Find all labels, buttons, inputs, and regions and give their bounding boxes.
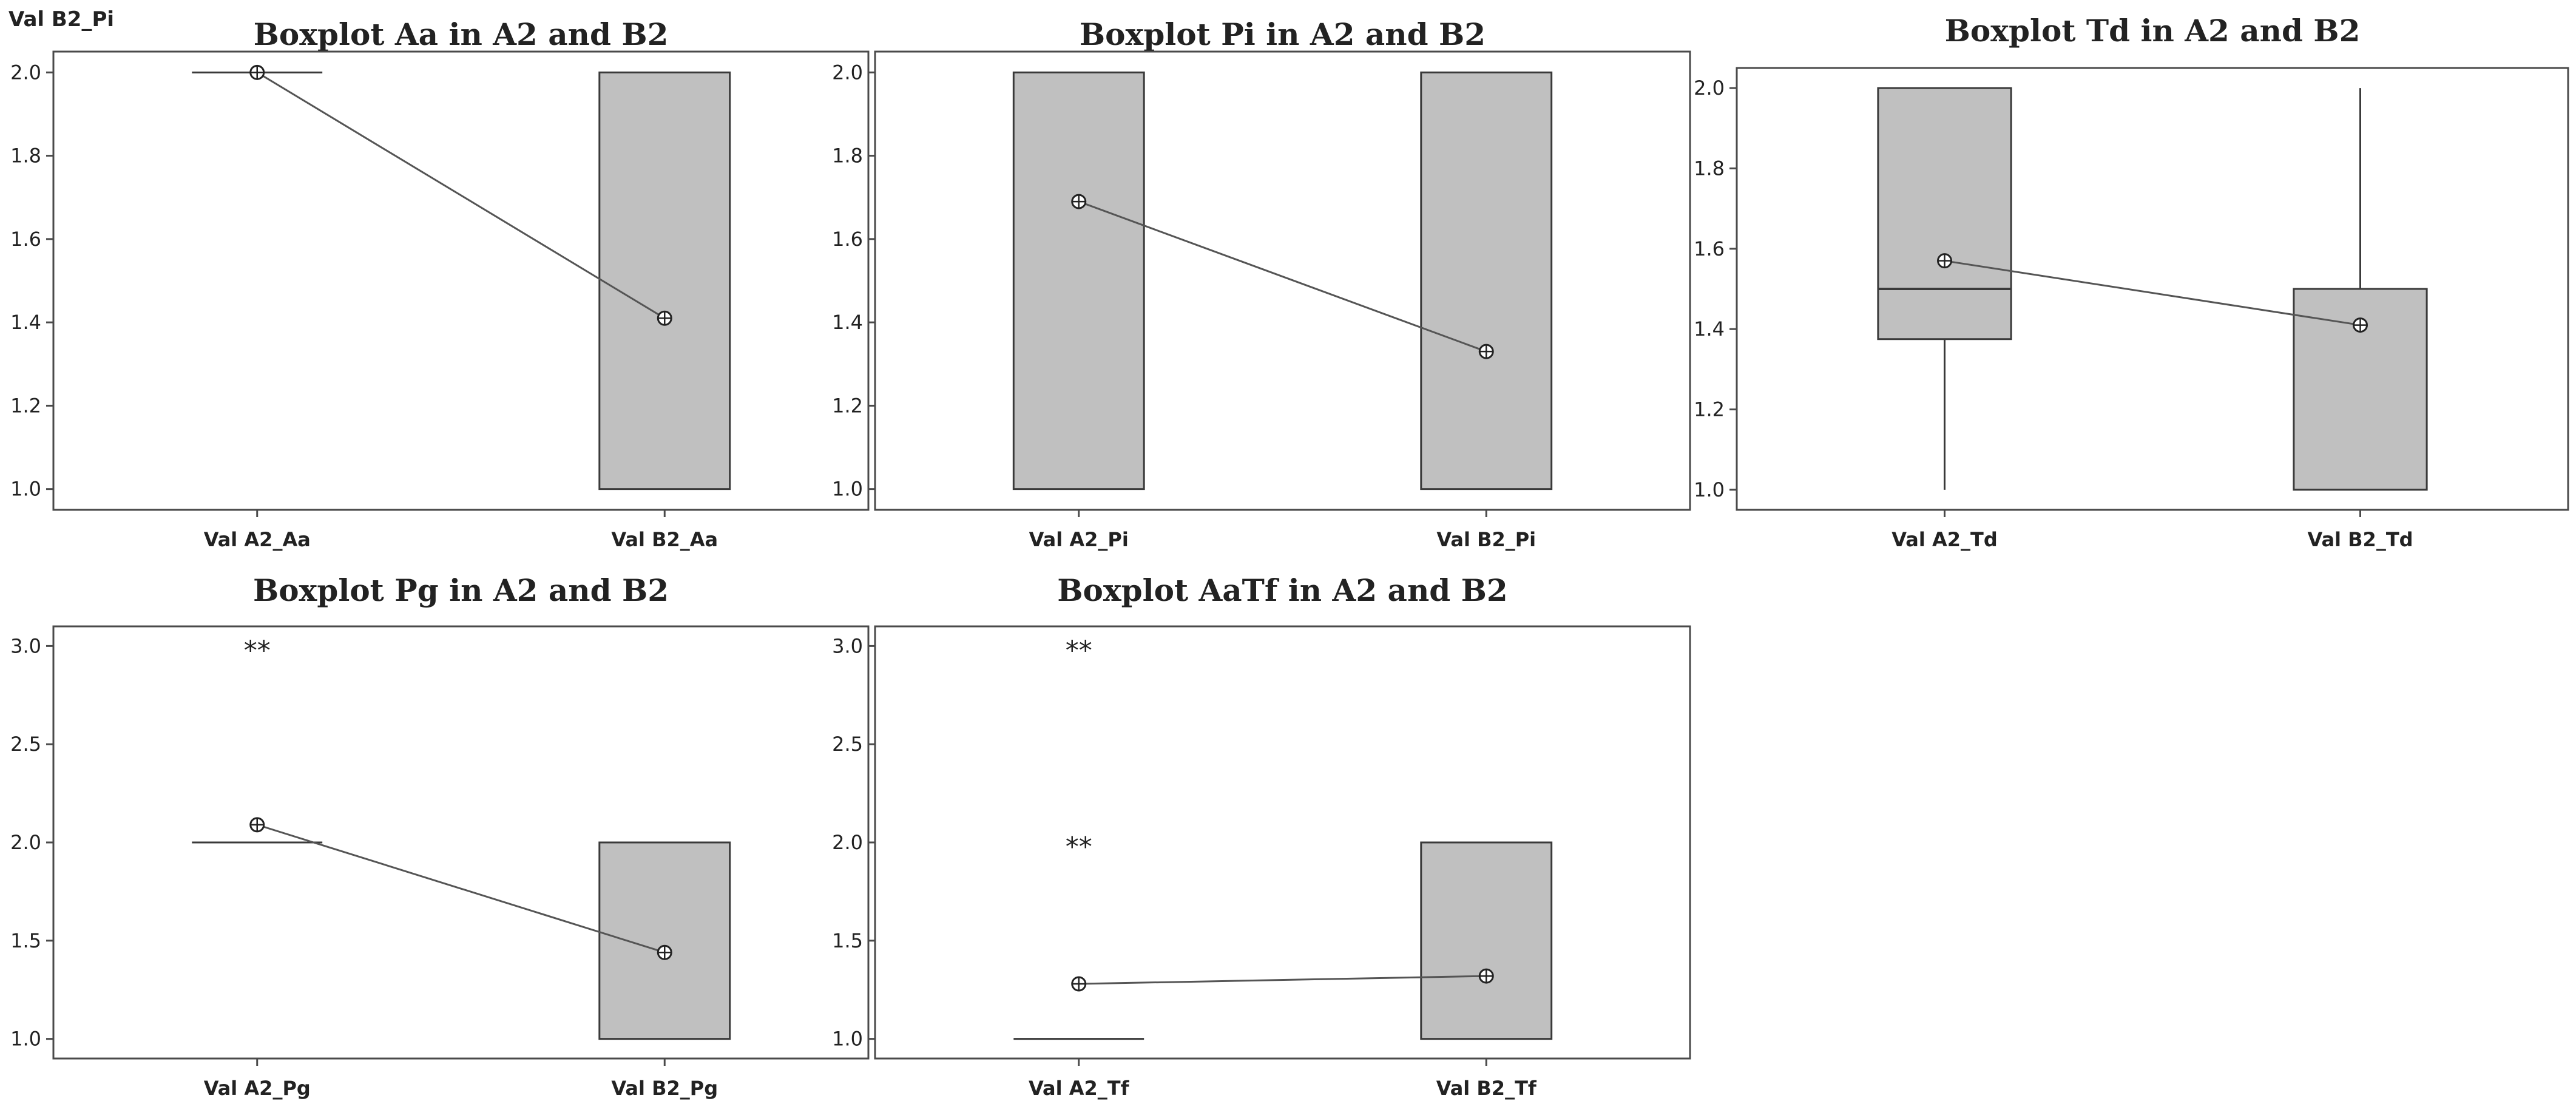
plot-frame — [874, 625, 1691, 1060]
y-tick-label: 2.0 — [832, 831, 863, 854]
y-tick-label: 1.4 — [1694, 317, 1725, 340]
y-tick-label: 1.0 — [1694, 478, 1725, 501]
y-tick-label: 2.5 — [832, 733, 863, 756]
y-tick-label: 1.6 — [1694, 237, 1725, 260]
box — [1420, 841, 1553, 1040]
y-tick-label: 2.0 — [1694, 76, 1725, 100]
y-tick-label: 1.2 — [10, 394, 41, 417]
chart-title: Boxplot Pg in A2 and B2 — [253, 572, 669, 608]
y-tick-label: 3.0 — [10, 634, 41, 657]
y-tick-label: 1.8 — [10, 144, 41, 168]
plot-frame — [1736, 67, 2569, 511]
x-tick-label: Val A2_Aa — [204, 528, 311, 551]
outlier-marker: ** — [1066, 832, 1092, 862]
corner-label: Val B2_Pi — [8, 7, 115, 32]
x-tick-label: Val A2_Tf — [1029, 1077, 1130, 1100]
plot-frame — [874, 50, 1691, 511]
y-tick-label: 2.5 — [10, 733, 41, 756]
y-tick-label: 2.0 — [832, 61, 863, 84]
y-tick-label: 1.8 — [832, 144, 863, 168]
x-tick-label: Val A2_Td — [1891, 528, 1997, 551]
box — [598, 841, 731, 1040]
y-tick-label: 1.0 — [832, 478, 863, 501]
plot-frame — [52, 50, 870, 511]
x-tick-label: Val B2_Pg — [611, 1077, 718, 1100]
y-tick-label: 1.4 — [832, 311, 863, 334]
mean-connect-line — [257, 824, 665, 954]
y-tick-label: 1.6 — [832, 228, 863, 251]
y-tick-label: 1.0 — [832, 1028, 863, 1051]
x-tick-label: Val B2_Td — [2307, 528, 2413, 551]
y-tick-label: 1.2 — [832, 394, 863, 417]
plot-frame — [52, 625, 870, 1060]
y-tick-label: 1.5 — [10, 929, 41, 952]
x-tick-label: Val B2_Pi — [1436, 528, 1536, 551]
y-tick-label: 1.5 — [832, 929, 863, 952]
mean-connect-line — [1078, 200, 1487, 353]
chart-title: Boxplot AaTf in A2 and B2 — [1057, 572, 1507, 608]
x-tick-label: Val A2_Pg — [204, 1077, 311, 1100]
y-tick-label: 3.0 — [832, 634, 863, 657]
chart-title: Boxplot Pi in A2 and B2 — [1080, 16, 1486, 52]
x-tick-label: Val B2_Aa — [611, 528, 718, 551]
chart-title: Boxplot Td in A2 and B2 — [1945, 13, 2361, 49]
y-tick-label: 1.0 — [10, 478, 41, 501]
box — [1420, 71, 1553, 490]
mean-connect-line — [256, 72, 666, 319]
x-tick-label: Val B2_Tf — [1436, 1077, 1537, 1100]
mean-connect-line — [1078, 975, 1487, 985]
y-tick-label: 2.0 — [10, 831, 41, 854]
outlier-marker: ** — [1066, 635, 1092, 666]
y-tick-label: 1.2 — [1694, 398, 1725, 421]
y-tick-label: 1.6 — [10, 228, 41, 251]
y-tick-label: 2.0 — [10, 61, 41, 84]
x-tick-label: Val A2_Pi — [1029, 528, 1129, 551]
mean-connect-line — [1944, 260, 2361, 327]
y-tick-label: 1.0 — [10, 1028, 41, 1051]
box — [1012, 71, 1145, 490]
outlier-marker: ** — [244, 635, 271, 666]
box — [598, 71, 731, 490]
y-tick-label: 1.8 — [1694, 157, 1725, 180]
y-tick-label: 1.4 — [10, 311, 41, 334]
box — [1877, 87, 2012, 340]
chart-title: Boxplot Aa in A2 and B2 — [254, 16, 669, 52]
